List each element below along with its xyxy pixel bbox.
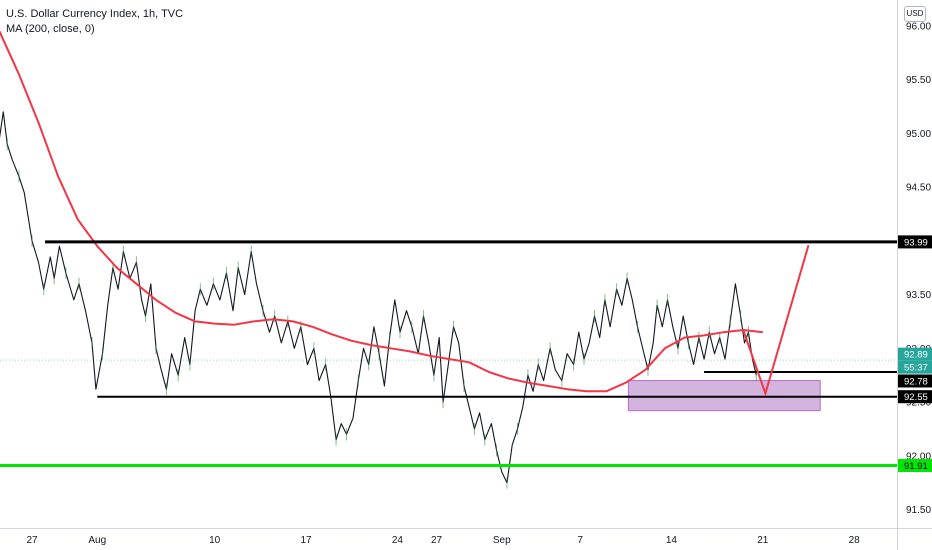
y-tick-label: 93.50 xyxy=(906,290,931,301)
price-badge xyxy=(898,360,932,374)
ma-series-line xyxy=(0,30,763,393)
x-tick-label: 17 xyxy=(300,535,312,546)
price-badge xyxy=(898,235,932,249)
price-badge-label: 55:37 xyxy=(904,363,928,374)
price-badge-label: 92.89 xyxy=(904,350,928,361)
y-tick-label: 92.00 xyxy=(906,451,931,462)
price-badge-label: 93.99 xyxy=(904,237,928,248)
y-tick-label: 91.50 xyxy=(906,505,931,516)
price-badge xyxy=(898,374,932,388)
x-tick-label: 7 xyxy=(577,535,583,546)
x-tick-label: 14 xyxy=(666,535,678,546)
y-tick-label: 94.50 xyxy=(906,183,931,194)
y-tick-label: 95.00 xyxy=(906,129,931,140)
x-tick-label: 24 xyxy=(392,535,404,546)
symbol-title[interactable]: U.S. Dollar Currency Index, 1h, TVC xyxy=(6,8,184,20)
x-tick-label: 28 xyxy=(849,535,861,546)
x-tick-label: 21 xyxy=(757,535,769,546)
x-tick-label: 27 xyxy=(431,535,443,546)
indicator-label[interactable]: MA (200, close, 0) xyxy=(6,23,95,35)
price-badge xyxy=(898,459,932,472)
x-tick-label: 27 xyxy=(26,535,38,546)
x-tick-label: Aug xyxy=(88,535,106,546)
x-tick-label: Sep xyxy=(493,535,511,546)
plot-area xyxy=(0,30,897,489)
price-badge xyxy=(898,390,932,404)
currency-button[interactable]: USD xyxy=(904,6,926,22)
price-badge-label: 92.55 xyxy=(904,392,928,403)
price-badge-label: 91.91 xyxy=(904,461,928,472)
price-badge xyxy=(898,347,932,361)
demand-zone xyxy=(627,380,821,412)
chart-legend: U.S. Dollar Currency Index, 1h, TVC MA (… xyxy=(6,7,183,37)
price-badge-label: 92.78 xyxy=(904,376,928,387)
y-tick-label: 96.00 xyxy=(906,21,931,32)
projection-path xyxy=(742,244,810,397)
x-tick-label: 10 xyxy=(209,535,221,546)
price-series-line xyxy=(0,111,757,484)
y-tick-label: 95.50 xyxy=(906,75,931,86)
